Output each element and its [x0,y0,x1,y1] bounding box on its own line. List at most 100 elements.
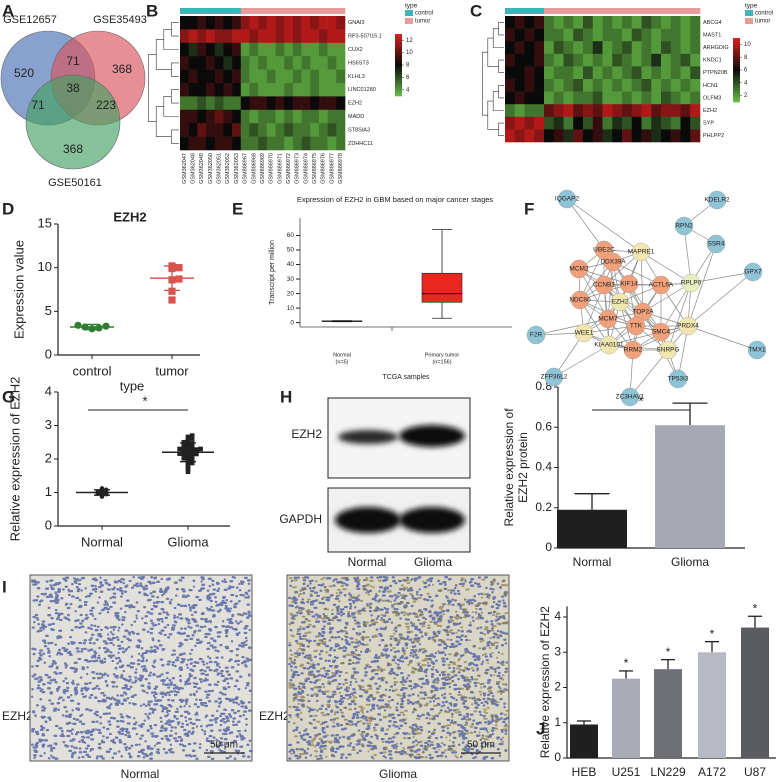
y-tick-label: 50 [287,247,295,254]
heatmap-cell [534,116,545,130]
column-label: GSM362049 [199,153,205,184]
heatmap-cell [188,136,198,151]
heatmap-cell [223,96,233,111]
colorbar-segment [733,71,740,74]
x-axis-label: type [120,378,145,393]
heatmap-cell [631,53,642,67]
heatmap-cell [232,96,242,111]
heatmap-cell [284,69,294,84]
row-label: HS6ST3 [348,60,369,66]
heatmap-cell [188,16,198,30]
data-point [194,451,199,457]
x-tick-label: Normal [333,352,351,358]
y-tick-label: 4 [45,383,52,398]
colorbar-segment [733,74,740,77]
heatmap-cell [524,28,535,42]
heatmap-cell [310,123,320,137]
heatmap-cell [180,56,189,70]
heatmap-cell [301,83,311,97]
bar [612,678,640,758]
data-point [198,446,203,452]
venn-count: 368 [112,62,132,76]
column-label: GSM886973 [295,153,301,184]
network-node [557,189,577,209]
row-label: OLFM3 [703,95,721,101]
heatmap-cell [534,91,545,105]
heatmap-cell [232,69,242,84]
bar [698,652,726,758]
heatmap-cell [641,79,652,92]
heatmap-cell [602,16,613,29]
scale-bar-label: 50 μm [210,740,238,751]
sd-bar [180,442,196,463]
heatmap-cell [240,123,250,137]
heatmap-cell [573,79,584,92]
colorbar-segment [395,86,402,89]
heatmap-cell [680,66,691,80]
heatmap-cell [534,79,545,92]
heatmap-cell [563,79,574,92]
x-tick-label: Primary tumor [425,352,460,358]
column-annotation [327,8,337,14]
heatmap-cell [583,104,594,118]
colorbar-segment [395,83,402,86]
heatmap-cell [602,116,613,130]
heatmap-cell [690,116,701,130]
heatmap-cell [573,104,584,118]
colorbar-segment [395,69,402,72]
network-edge [642,282,692,313]
heatmap-cell [514,116,525,130]
heatmap-cell [214,16,224,30]
heatmap-cell [197,69,207,84]
panel-letter: H [280,387,292,406]
venn-count: 71 [31,98,45,112]
column-label: GSM886972 [286,153,292,184]
network-node [598,309,618,329]
network-node-label: TMX1 [748,347,766,354]
heatmap-cell [641,116,652,130]
heatmap-cell [284,136,294,151]
column-annotation [690,8,701,14]
x-axis-label: TCGA samples [382,374,430,381]
row-label: RP3-507I15.1 [348,34,382,40]
heatmap-cell [622,79,633,92]
heatmap-cell [249,42,259,57]
heatmap-cell [240,69,250,84]
heatmap-cell [573,116,584,130]
heatmap-cell [232,42,242,57]
y-tick-label: 3 [554,644,561,658]
row-label: KNDC1 [703,58,722,64]
x-tick-label: A172 [698,765,726,779]
network-node-label: KIF14 [620,281,638,288]
heatmap-cell [622,16,633,29]
heatmap-cell [249,56,259,70]
heatmap-cell [232,109,242,124]
data-point [189,448,195,453]
colorbar-segment [733,46,740,48]
heatmap-cell [680,16,691,29]
heatmap-cell [240,42,250,57]
sd-bar [94,489,110,496]
heatmap-cell [661,28,672,42]
heatmap-cell [544,104,555,118]
sd-bar [164,265,180,292]
colorbar-segment [395,89,402,92]
network-node-label: SSR4 [708,241,725,248]
network-node [681,273,701,293]
column-annotation [284,8,294,14]
colorbar-tick-label: 2 [744,93,748,99]
heatmap-cell [505,53,516,67]
column-annotation [524,8,535,14]
heatmap-cell [214,83,224,97]
y-tick-label: 0 [290,319,294,326]
data-point [185,469,191,475]
data-point [189,456,195,462]
column-label: GSM886971 [277,153,283,184]
panel-letter: B [146,1,158,20]
bar [570,724,598,758]
heatmap-cell [214,56,224,70]
network-node [651,275,671,295]
heatmap-cell [622,28,633,42]
heatmap-cell [583,53,594,67]
